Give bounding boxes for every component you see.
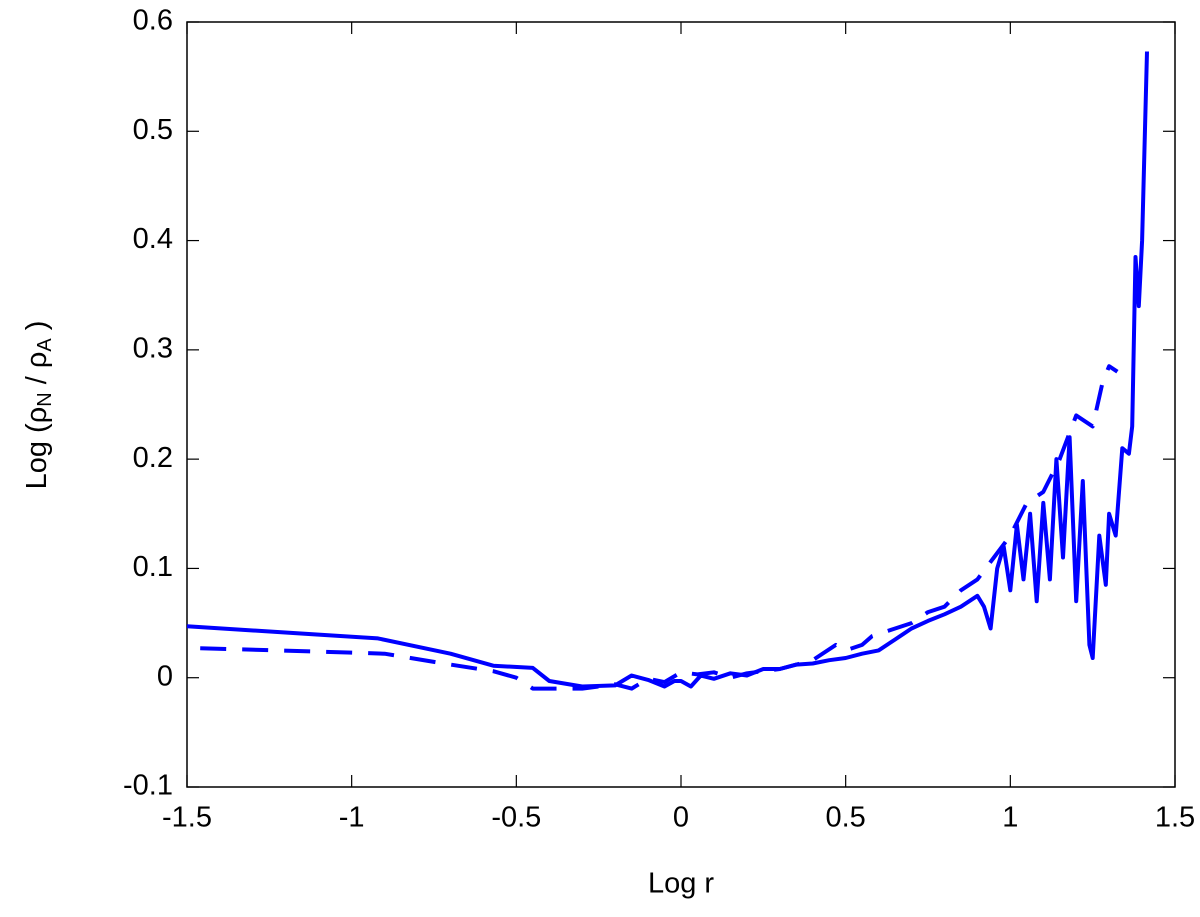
y-tick-label: 0.2 xyxy=(133,442,173,474)
plot-frame xyxy=(186,21,1176,788)
y-tick-label: 0.4 xyxy=(133,223,173,255)
y-label-part: ) xyxy=(21,321,53,339)
x-tick-label: -1 xyxy=(339,802,365,834)
x-tick-label: -0.5 xyxy=(491,802,541,834)
y-tick-label: -0.1 xyxy=(123,770,173,802)
x-tick-label: -1.5 xyxy=(162,802,212,834)
x-tick-label: 0 xyxy=(673,802,689,834)
y-label-subscript: A xyxy=(34,338,56,352)
line-series xyxy=(200,364,1119,691)
x-tick-label: 1 xyxy=(1002,802,1018,834)
y-tick-label: 0 xyxy=(157,660,173,692)
y-label-part: / ρ xyxy=(21,352,53,393)
x-tick-label: 1.5 xyxy=(1155,802,1195,834)
line-series xyxy=(186,51,1149,689)
y-axis-label: Log (ρN / ρA ) xyxy=(21,321,57,490)
y-label-part: Log (ρ xyxy=(21,407,53,490)
x-tick-label: 0.5 xyxy=(826,802,866,834)
y-label-subscript: N xyxy=(34,392,56,406)
y-tick-label: 0.3 xyxy=(133,333,173,365)
x-axis-label: Log r xyxy=(648,868,714,900)
y-tick-label: 0.1 xyxy=(133,551,173,583)
y-tick-label: 0.6 xyxy=(133,5,173,37)
y-tick-label: 0.5 xyxy=(133,114,173,146)
